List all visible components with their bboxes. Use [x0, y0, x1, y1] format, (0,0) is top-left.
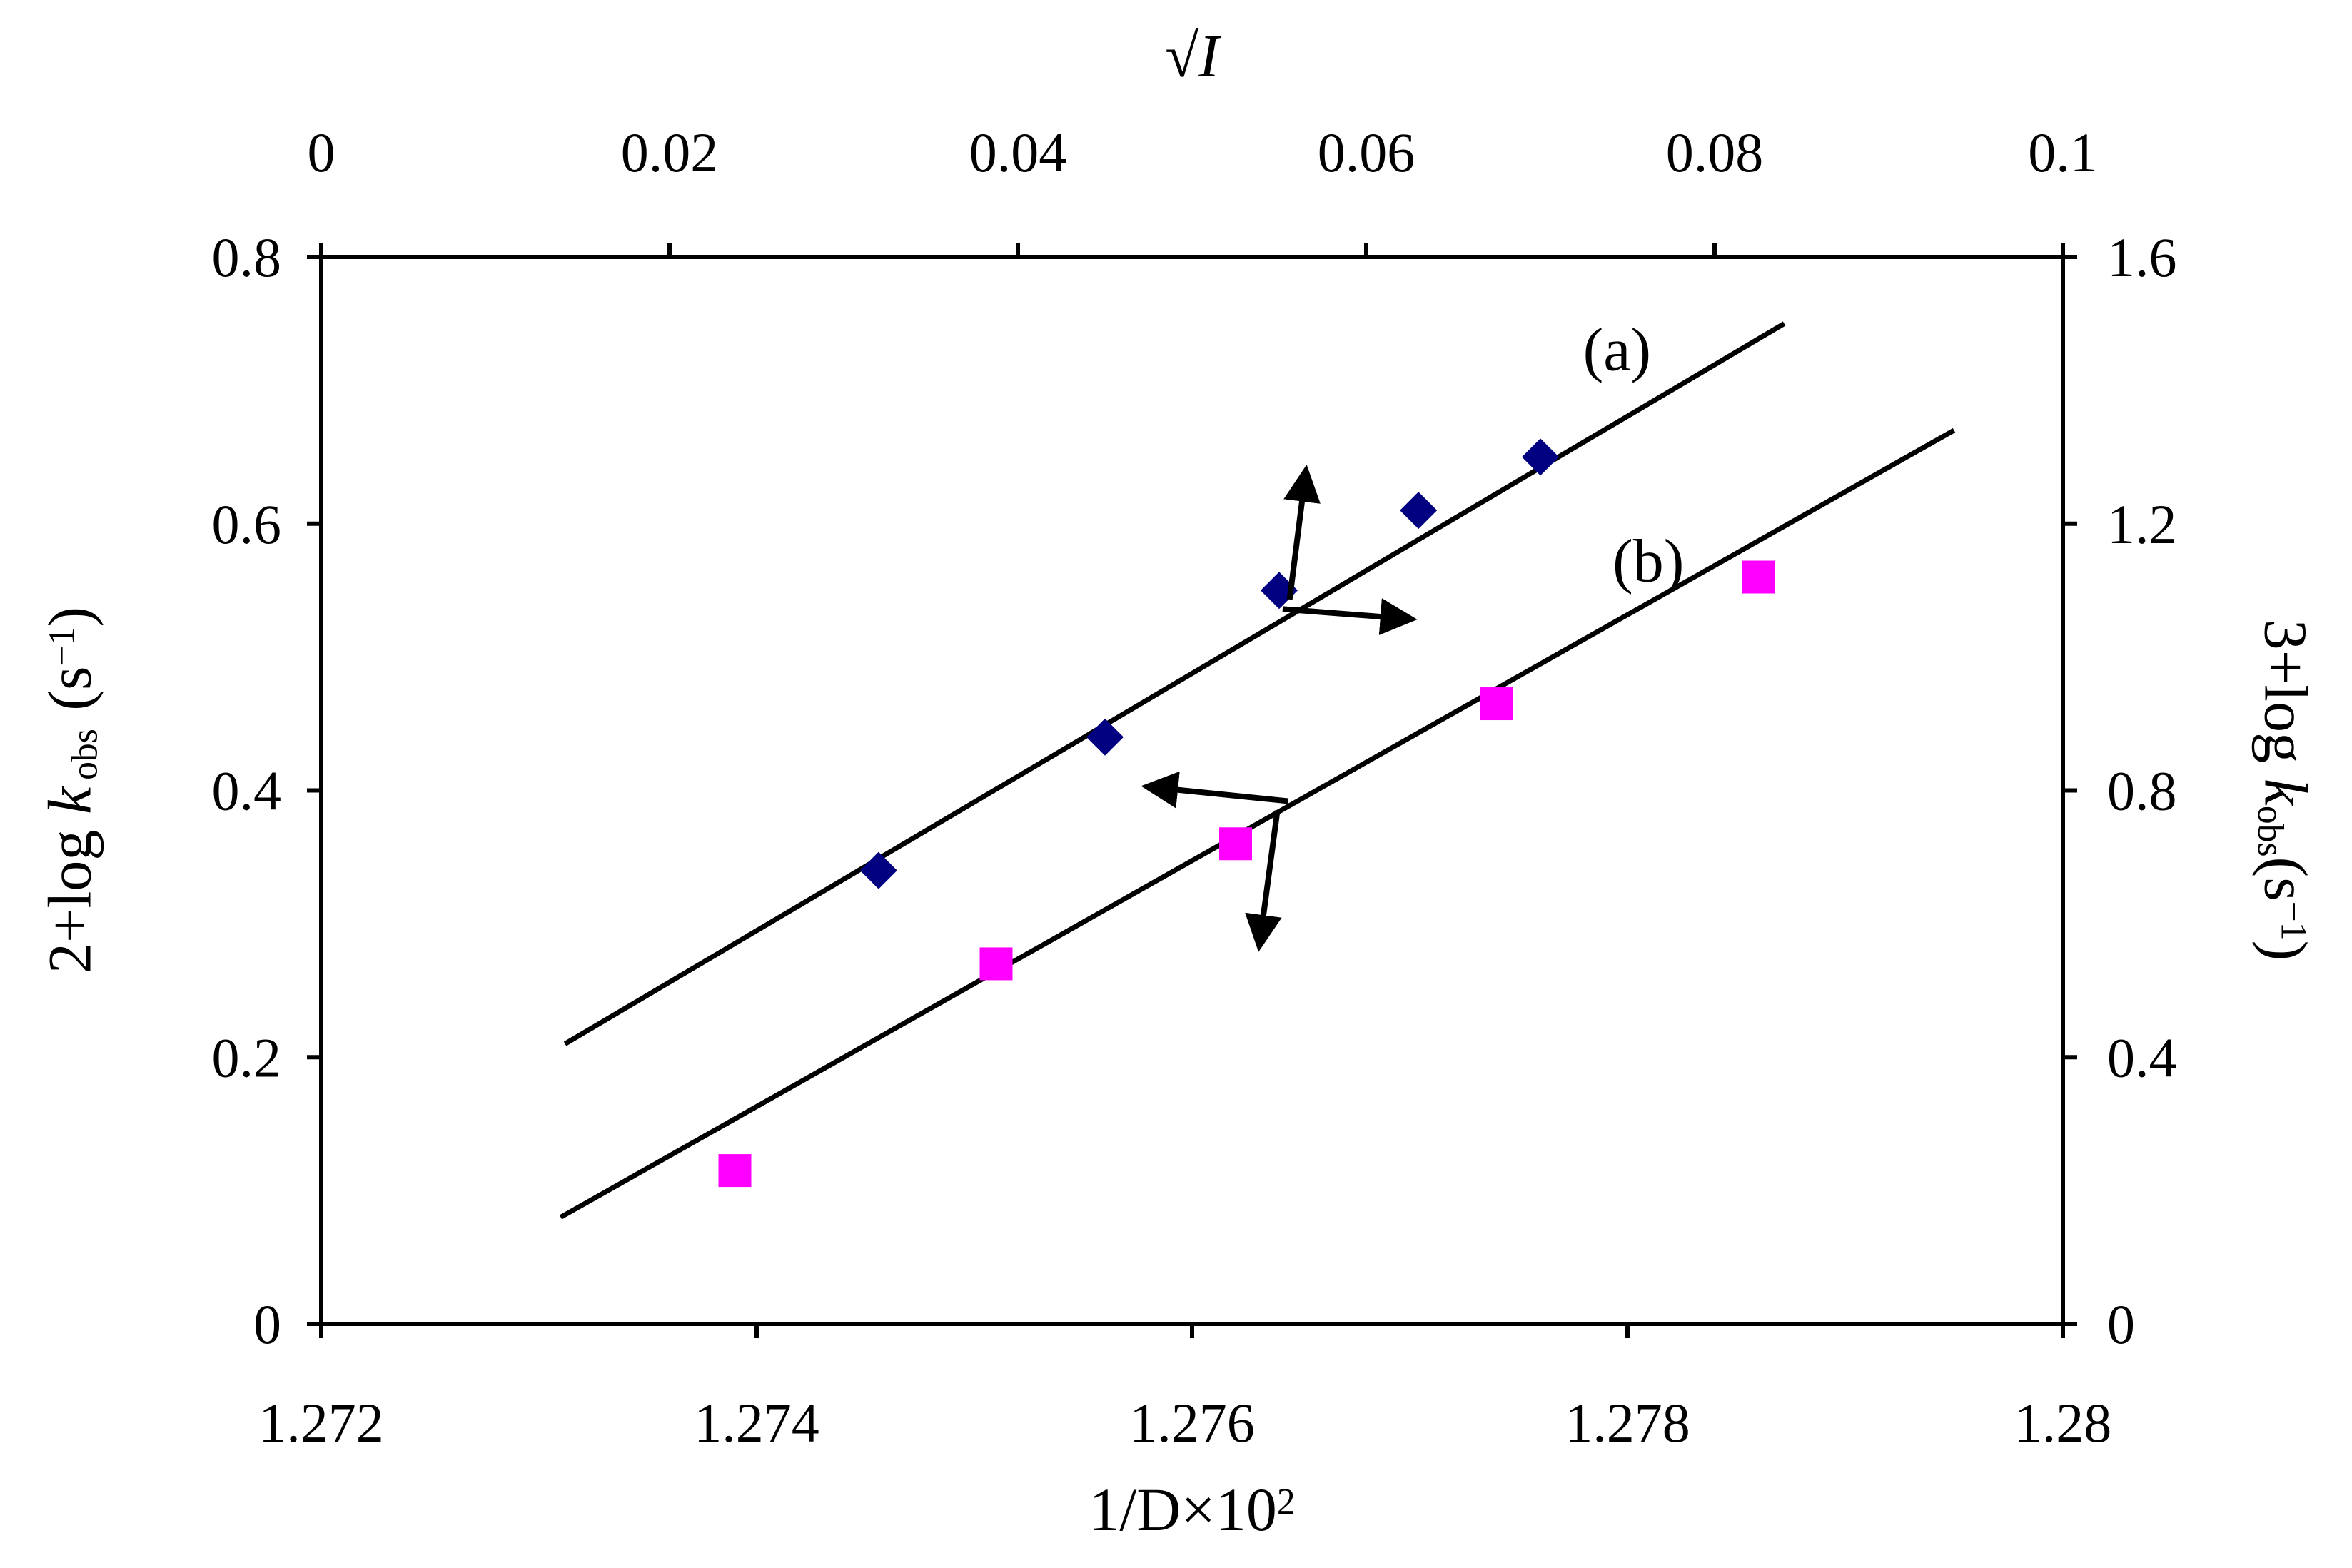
annotation-arrow-b: [1141, 771, 1288, 809]
top-axis-title: √I: [1165, 25, 1219, 86]
right-axis-mid: (s: [2251, 856, 2321, 901]
data-point-diamond-a: [859, 851, 897, 889]
annotation-arrow-a: [1283, 464, 1321, 600]
left-axis-tick-label: 0.4: [212, 760, 282, 822]
right-axis-title: 3+log kobs(s−1): [2250, 619, 2321, 961]
data-point-square-b: [1480, 687, 1513, 721]
top-axis-tick-label: 0.08: [1666, 121, 1764, 183]
left-axis-post: ): [35, 607, 104, 627]
left-axis-subscript: obs: [64, 729, 106, 780]
bottom-axis-tick-label: 1.28: [2014, 1392, 2112, 1454]
left-axis-tick-label: 0.8: [212, 226, 282, 288]
right-axis-k-variable: k: [2251, 778, 2321, 806]
fit-line-b: [559, 428, 1956, 1220]
left-axis-tick-label: 0.6: [212, 493, 282, 555]
right-axis-tick-label: 1.2: [2107, 493, 2177, 555]
data-point-diamond-a: [1086, 718, 1124, 756]
bottom-axis-tick-label: 1.274: [694, 1392, 819, 1454]
top-axis-tick-label: 0.06: [1318, 121, 1415, 183]
bottom-axis-exponent: 2: [1276, 1481, 1296, 1522]
top-axis-tick-label: 0: [308, 121, 335, 183]
right-axis-subscript: obs: [2250, 805, 2291, 857]
data-point-diamond-a: [1522, 438, 1559, 476]
top-axis-tick-label: 0.02: [621, 121, 719, 183]
data-point-square-b: [1742, 560, 1775, 594]
right-axis-tick-label: 1.6: [2107, 226, 2177, 288]
data-point-square-b: [718, 1154, 752, 1188]
left-axis-tick-label: 0: [253, 1293, 281, 1355]
series-label-b: (b): [1612, 527, 1684, 595]
right-axis-tick-label: 0.4: [2107, 1026, 2177, 1088]
fit-line-a: [563, 321, 1786, 1046]
top-axis-variable: I: [1198, 21, 1219, 90]
data-point-square-b: [1219, 827, 1252, 861]
right-axis-superscript: −1: [2273, 901, 2314, 941]
top-axis-tick-label: 0.1: [2028, 121, 2098, 183]
left-axis-tick-label: 0.2: [212, 1026, 282, 1088]
left-axis-title: 2+log k obs (s−1): [35, 607, 106, 973]
annotation-arrow-b: [1245, 810, 1282, 952]
bottom-axis-title: 1/D×102: [1089, 1479, 1295, 1540]
data-point-square-b: [979, 947, 1013, 981]
data-point-diamond-a: [1261, 572, 1298, 610]
right-axis-post: ): [2251, 940, 2321, 961]
top-axis-tick-label: 0.04: [969, 121, 1067, 183]
bottom-axis-tick-label: 1.276: [1129, 1392, 1255, 1454]
sqrt-symbol: √: [1165, 21, 1199, 90]
bottom-axis-tick-label: 1.272: [258, 1392, 384, 1454]
left-axis-prefix: 2+log: [35, 814, 104, 973]
left-axis-k-variable: k: [35, 786, 104, 815]
series-label-a: (a): [1583, 315, 1651, 384]
data-point-diamond-a: [1400, 492, 1438, 530]
right-axis-tick-label: 0.8: [2107, 760, 2177, 822]
annotation-arrow-a: [1282, 598, 1418, 635]
left-axis-mid: (s: [35, 666, 104, 727]
bottom-axis-tick-label: 1.278: [1565, 1392, 1690, 1454]
right-axis-tick-label: 0: [2107, 1293, 2135, 1355]
bottom-axis-base: 1/D×10: [1089, 1475, 1277, 1544]
left-axis-superscript: −1: [41, 627, 83, 667]
right-axis-prefix: 3+log: [2251, 619, 2321, 779]
